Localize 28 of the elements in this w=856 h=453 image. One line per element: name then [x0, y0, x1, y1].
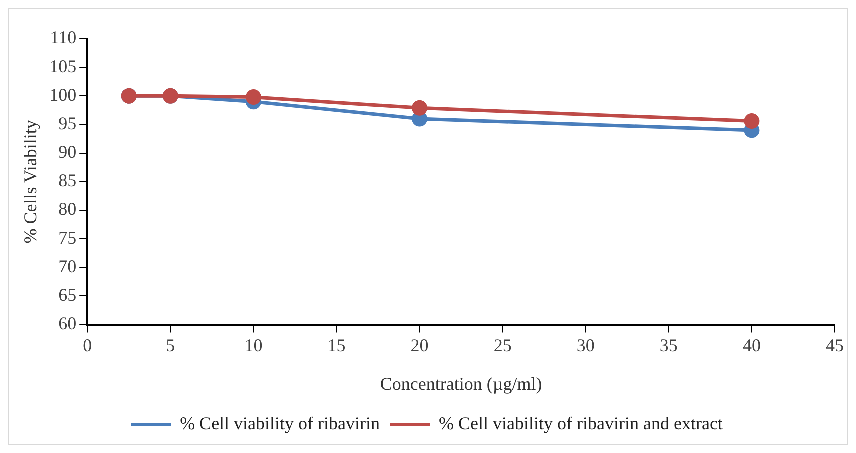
x-tick-label: 10	[244, 335, 263, 356]
x-tick-label: 5	[166, 335, 176, 356]
legend-label: % Cell viability of ribavirin and extract	[439, 414, 723, 434]
y-tick-label: 70	[58, 256, 77, 276]
x-tick-label: 15	[328, 335, 346, 356]
x-tick-label: 30	[576, 335, 595, 356]
x-tick-label: 45	[826, 335, 844, 356]
legend-label: % Cell viability of ribavirin	[180, 414, 380, 434]
point	[744, 114, 760, 130]
x-tick-label: 20	[410, 335, 429, 356]
y-tick-label: 65	[58, 284, 77, 305]
y-tick-label: 100	[50, 84, 77, 105]
y-tick-label: 80	[58, 199, 77, 220]
y-tick-label: 105	[50, 56, 77, 76]
x-axis-title: Concentration (µg/ml)	[380, 374, 542, 394]
y-tick-label: 60	[58, 314, 77, 334]
y-tick-label: 90	[58, 142, 77, 162]
x-tick-label: 35	[660, 335, 678, 356]
y-tick-label: 75	[58, 228, 77, 248]
x-tick-label: 0	[83, 335, 92, 356]
y-axis-title: % Cells Viability	[20, 120, 41, 244]
point	[246, 90, 262, 106]
x-tick-label: 25	[494, 335, 512, 356]
x-tick-label: 40	[742, 335, 761, 356]
y-tick-label: 95	[58, 113, 77, 134]
y-tick-label: 85	[58, 170, 77, 191]
point	[412, 100, 428, 116]
y-tick-label: 110	[50, 28, 77, 48]
